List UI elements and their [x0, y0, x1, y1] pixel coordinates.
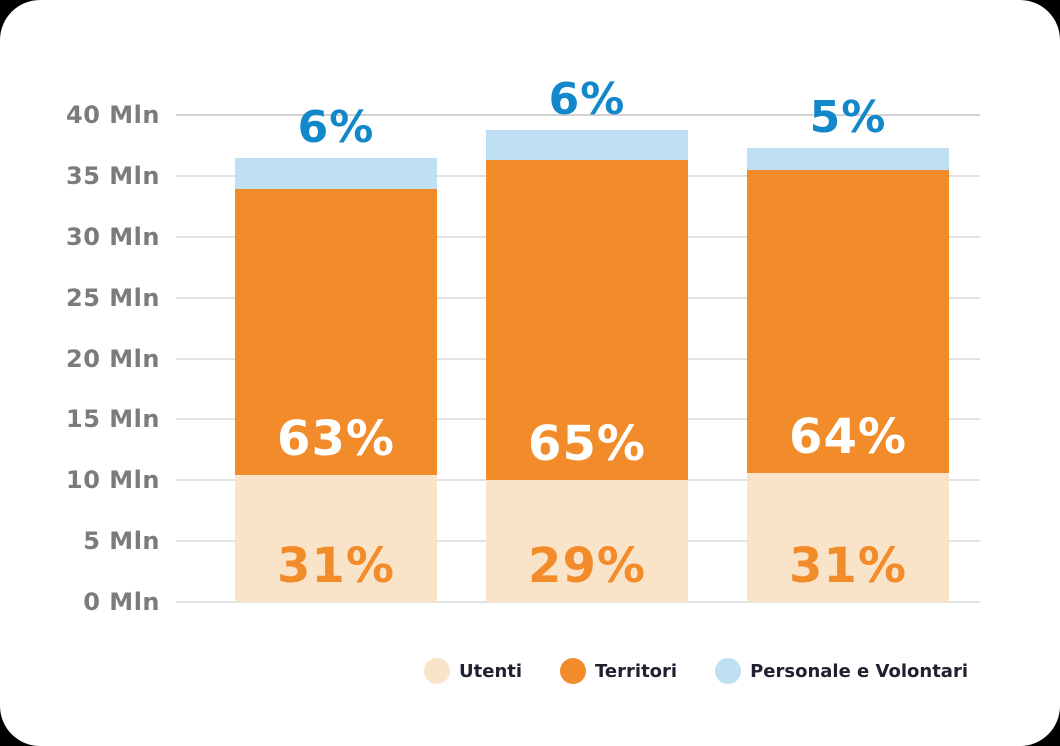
- personale-segment[interactable]: [747, 147, 949, 170]
- personale-segment[interactable]: [486, 129, 688, 161]
- legend-label: Personale e Volontari: [750, 660, 968, 682]
- utenti-legend-dot-icon: [424, 658, 451, 684]
- y-axis-tick-label: 40 Mln: [66, 101, 160, 129]
- stacked-bar-2: 6% 65% 29%: [486, 77, 688, 602]
- y-axis-tick-label: 20 Mln: [66, 344, 160, 373]
- territori-percent-label: 63%: [277, 411, 395, 468]
- y-axis-tick-label: 35 Mln: [66, 161, 160, 190]
- personale-percent-label: 6%: [297, 101, 375, 153]
- territori-segment[interactable]: 63%: [235, 189, 437, 476]
- personale-legend-dot-icon: [715, 658, 742, 684]
- legend-item-utenti[interactable]: Utenti: [424, 658, 522, 684]
- stacked-bar-3: 5% 64% 31%: [747, 95, 949, 602]
- legend-item-territori[interactable]: Territori: [560, 658, 677, 684]
- stacked-bar-1: 6% 63% 31%: [235, 105, 437, 602]
- y-axis-tick-label: 10 Mln: [66, 466, 160, 495]
- legend-label: Utenti: [459, 660, 523, 682]
- legend: Utenti Territori Personale e Volontari: [424, 658, 968, 684]
- personale-segment[interactable]: [235, 157, 437, 190]
- territori-segment[interactable]: 65%: [486, 160, 688, 481]
- utenti-segment[interactable]: 29%: [486, 480, 688, 602]
- legend-label: Territori: [595, 660, 678, 682]
- utenti-segment[interactable]: 31%: [235, 475, 437, 602]
- y-axis-tick-label: 5 Mln: [83, 527, 160, 556]
- territori-percent-label: 65%: [528, 416, 646, 473]
- legend-item-personale[interactable]: Personale e Volontari: [715, 658, 968, 684]
- gridline-0-mln: [176, 601, 980, 603]
- utenti-percent-label: 31%: [789, 538, 907, 594]
- territori-segment[interactable]: 64%: [747, 169, 949, 473]
- gridline-40-mln: [176, 114, 980, 116]
- y-axis-tick-label: 0 Mln: [83, 588, 160, 616]
- y-axis-tick-label: 25 Mln: [66, 283, 160, 312]
- territori-legend-dot-icon: [560, 658, 587, 684]
- utenti-percent-label: 29%: [528, 538, 646, 594]
- personale-percent-label: 5%: [809, 91, 887, 143]
- personale-percent-label: 6%: [548, 73, 626, 125]
- y-axis-tick-label: 30 Mln: [66, 222, 160, 251]
- y-axis-tick-label: 15 Mln: [66, 405, 160, 434]
- utenti-percent-label: 31%: [277, 538, 395, 594]
- utenti-segment[interactable]: 31%: [747, 472, 949, 602]
- territori-percent-label: 64%: [789, 408, 907, 465]
